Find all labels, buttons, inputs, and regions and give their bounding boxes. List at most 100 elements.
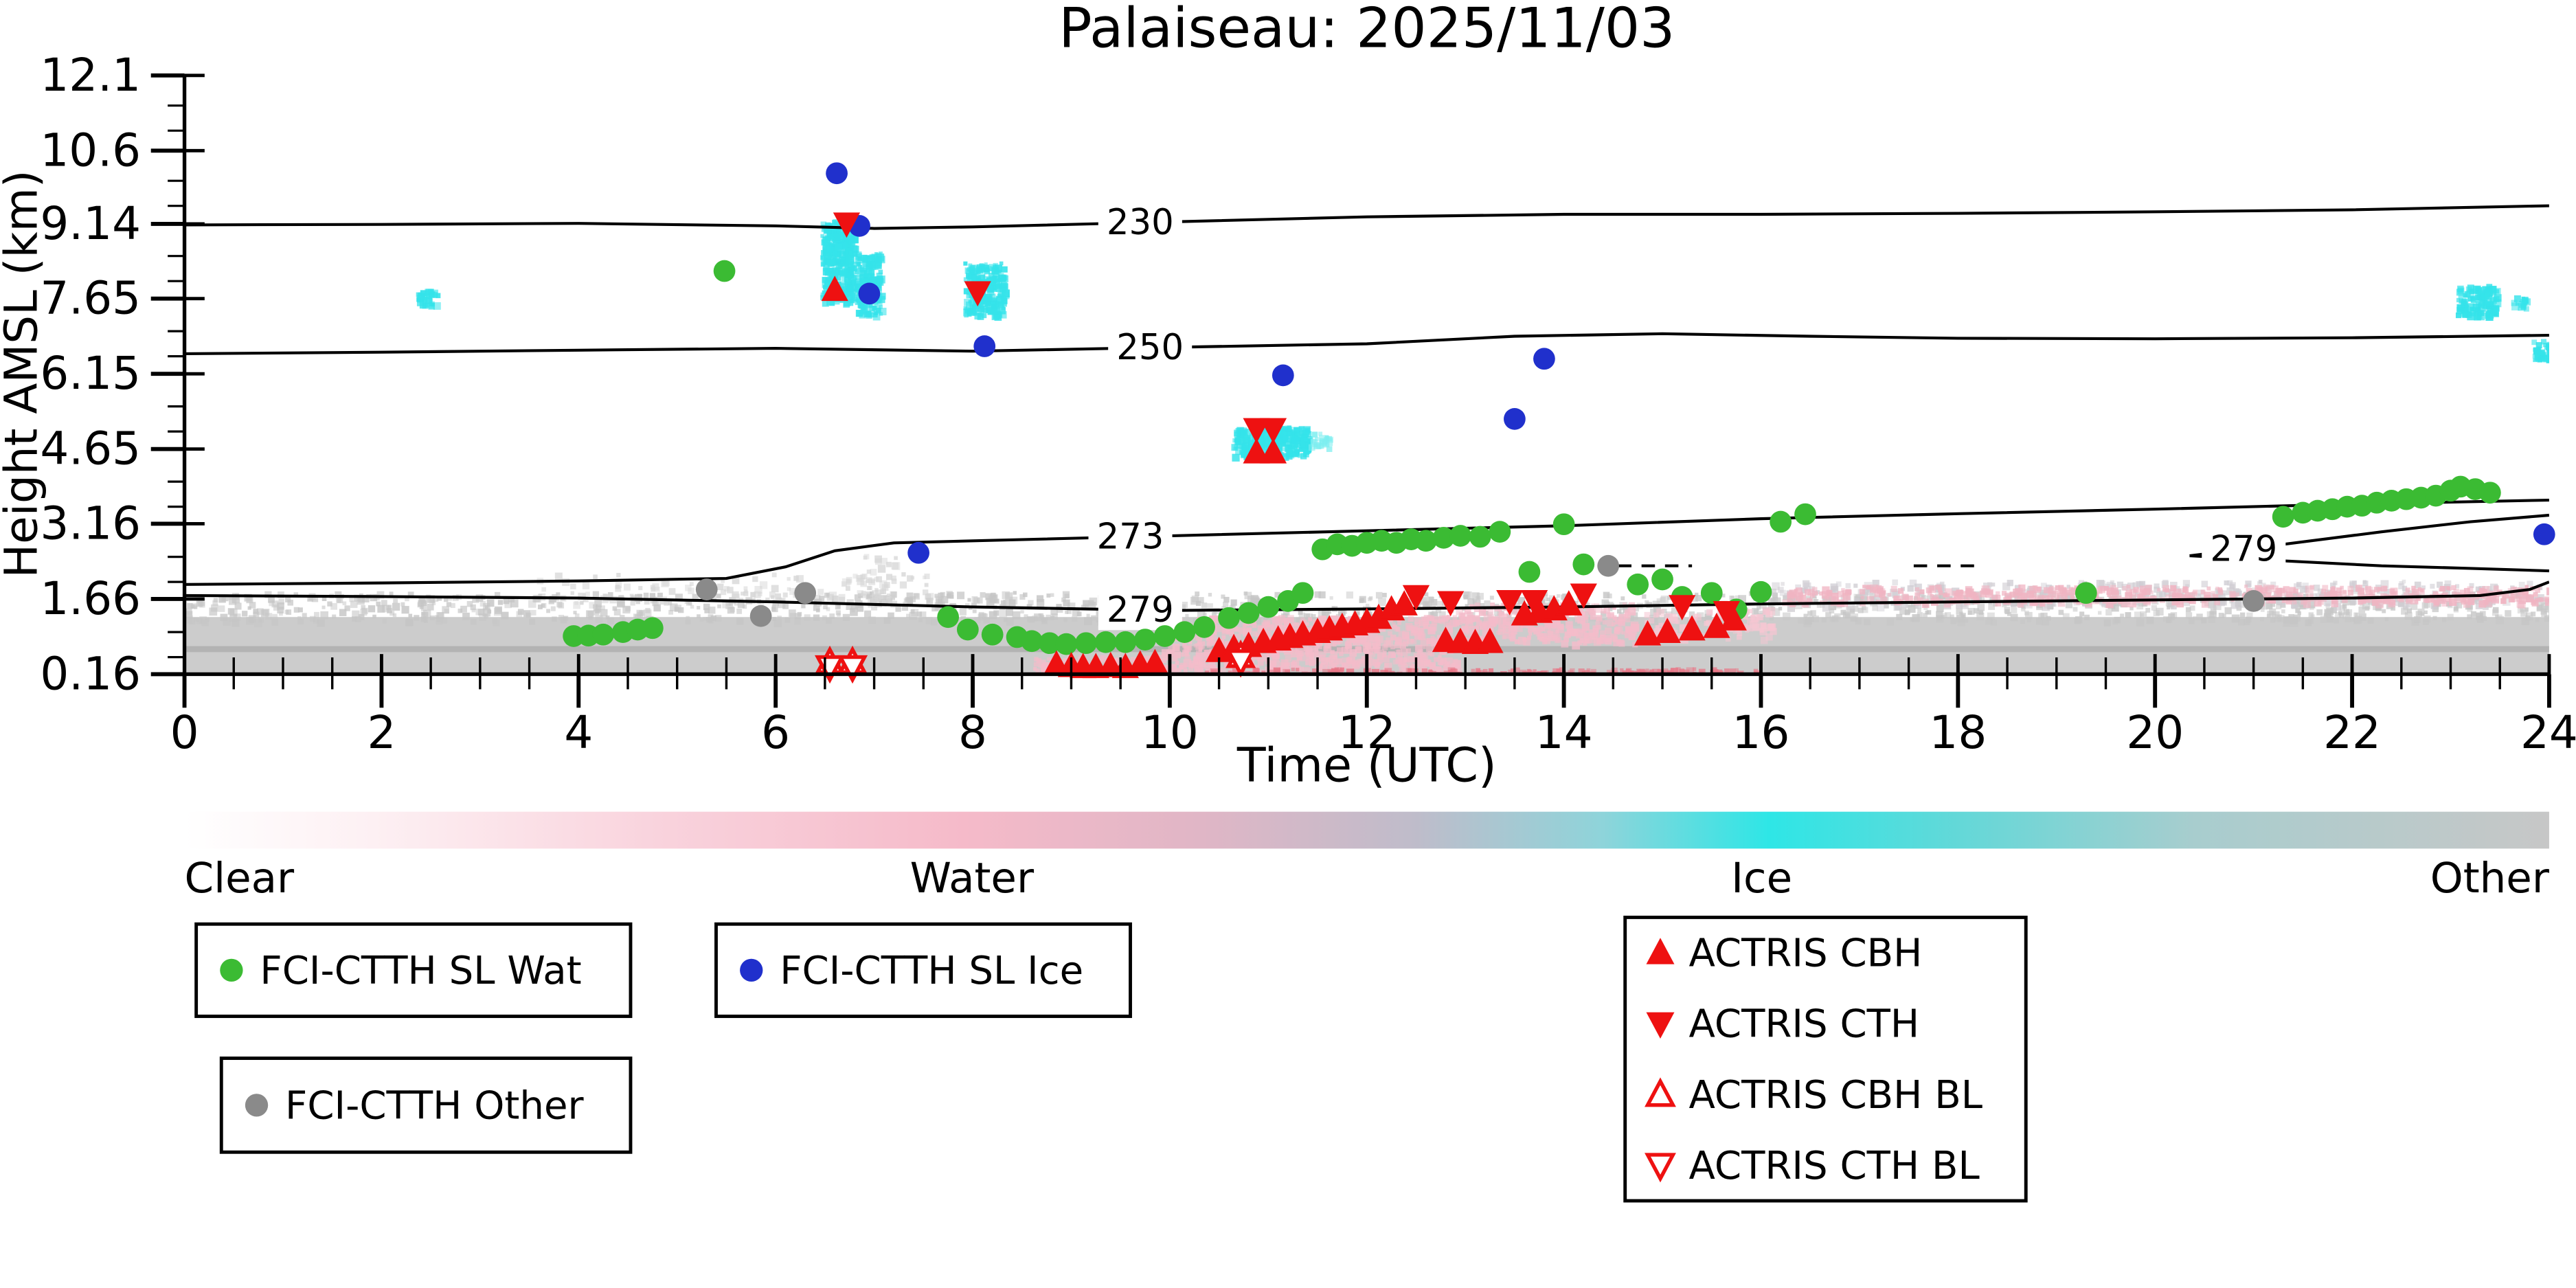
data-point-marker — [1390, 590, 1418, 615]
bg-patch-ice-0225 — [416, 289, 441, 310]
data-point-marker — [749, 605, 772, 627]
legend-entry-fci-ctth-sl-wat: FCI-CTTH SL Wat — [260, 949, 581, 993]
colorbar: Clear Water Ice Other — [184, 811, 2550, 903]
y-tick-label: 4.65 — [40, 422, 141, 475]
scatter-layer — [563, 162, 2555, 684]
contour-line-230 — [184, 204, 2549, 230]
data-point-marker — [1504, 408, 1526, 430]
data-point-marker — [1678, 615, 1706, 641]
y-tick-label: 7.65 — [40, 272, 141, 325]
data-point-marker — [1750, 580, 1772, 603]
data-point-marker — [1225, 649, 1256, 678]
legend-layer: FCI-CTTH SL Wat FCI-CTTH SL Ice FCI-CTTH O… — [194, 916, 2028, 1203]
data-point-marker — [1552, 513, 1575, 536]
data-point-marker — [1432, 527, 1455, 549]
data-point-marker — [1794, 503, 1816, 526]
data-point-marker — [1476, 627, 1504, 653]
data-point-marker — [1713, 601, 1740, 626]
x-tick-label: 24 — [2520, 706, 2576, 759]
data-point-marker — [245, 1094, 269, 1117]
data-point-marker — [1449, 525, 1471, 547]
data-point-marker — [1414, 530, 1437, 552]
data-point-marker — [1651, 568, 1673, 591]
data-point-marker — [740, 958, 763, 982]
contour-label-layer: 230 250 273 279 279 — [1088, 202, 2286, 631]
data-point-marker — [1039, 632, 1061, 655]
colorbar-label-clear: Clear — [185, 854, 295, 903]
contour-label-mask — [2202, 529, 2286, 569]
data-point-marker — [1520, 590, 1548, 615]
data-point-marker — [1243, 438, 1270, 464]
data-point-marker — [1496, 590, 1524, 615]
data-point-marker — [973, 335, 996, 357]
legend-entry-actris-cbh: ACTRIS CBH — [1688, 931, 1922, 976]
y-tick-label: 3.16 — [40, 497, 141, 550]
data-point-marker — [1570, 583, 1597, 609]
data-point-marker — [956, 618, 979, 641]
data-point-marker — [1257, 596, 1280, 618]
series-actris-cbh — [821, 275, 1747, 679]
data-point-marker — [713, 260, 736, 282]
data-point-marker — [1634, 620, 1662, 646]
contour-label-230: 230 — [1107, 202, 1174, 243]
x-tick-label: 22 — [2323, 706, 2381, 759]
x-tick-label: 10 — [1141, 706, 1199, 759]
data-point-marker — [1243, 418, 1270, 444]
data-point-marker — [1402, 585, 1430, 611]
data-point-marker — [907, 541, 929, 564]
contour-label-mask — [1098, 202, 1182, 243]
bg-patch-ice-1130 — [1309, 431, 1333, 452]
legend-box-fci-ctth-other: FCI-CTTH Other — [219, 1057, 633, 1154]
data-point-marker — [1469, 526, 1491, 548]
y-tick-label: 10.6 — [40, 124, 141, 177]
legend-entry-fci-ctth-sl-ice: FCI-CTTH SL Ice — [780, 949, 1083, 993]
legend-entry-actris-cth-bl: ACTRIS CTH BL — [1688, 1144, 1979, 1188]
data-point-marker — [1555, 590, 1583, 615]
contour-line-250 — [184, 332, 2549, 355]
colorbar-label-other: Other — [2430, 854, 2550, 903]
data-point-marker — [1075, 632, 1097, 655]
data-point-marker — [1237, 602, 1260, 624]
data-point-marker — [1646, 1012, 1675, 1039]
data-point-marker — [1518, 561, 1541, 583]
data-point-marker — [1669, 595, 1696, 621]
data-point-marker — [1153, 625, 1176, 647]
data-point-marker — [1055, 633, 1078, 655]
contour-label-mask — [1088, 517, 1173, 557]
data-point-marker — [1653, 618, 1681, 643]
data-point-marker — [2075, 582, 2097, 605]
data-point-marker — [1533, 348, 1555, 370]
data-point-marker — [964, 281, 991, 307]
series-fci-ctth-sl-wat — [563, 260, 2501, 655]
data-point-marker — [2479, 482, 2501, 504]
data-point-marker — [826, 162, 848, 185]
colorbar-label-water: Water — [910, 854, 1035, 903]
data-point-marker — [1645, 1153, 1676, 1183]
legend-box-frame — [1623, 916, 2028, 1203]
bg-patch-ice-2315 — [2455, 284, 2502, 321]
data-point-marker — [937, 606, 960, 629]
data-point-marker — [858, 282, 881, 305]
data-point-marker — [1437, 591, 1465, 617]
data-point-marker — [1218, 607, 1240, 629]
legend-entry-fci-ctth-other: FCI-CTTH Other — [285, 1083, 584, 1128]
x-tick-label: 12 — [1338, 706, 1396, 759]
series-actris-cth — [833, 212, 1740, 626]
data-point-marker — [641, 617, 664, 640]
axes-layer: 0 2 4 6 8 10 12 14 16 18 20 22 240.161.663.164.656.1… — [40, 49, 2576, 759]
data-point-marker — [1134, 629, 1156, 651]
data-point-marker — [1173, 621, 1196, 643]
y-axis-label: Height AMSL (km) — [0, 170, 48, 578]
x-tick-label: 6 — [761, 706, 790, 759]
data-point-marker — [1291, 582, 1314, 605]
contour-label-273: 273 — [1097, 517, 1164, 558]
x-tick-label: 2 — [367, 706, 396, 759]
x-tick-label: 20 — [2126, 706, 2184, 759]
bg-patch-ice-2355 — [2531, 339, 2549, 363]
data-point-marker — [1259, 438, 1287, 464]
data-point-marker — [1627, 573, 1649, 596]
contour-label-279: 279 — [1107, 589, 1174, 631]
contour-line-273 — [184, 498, 2549, 586]
